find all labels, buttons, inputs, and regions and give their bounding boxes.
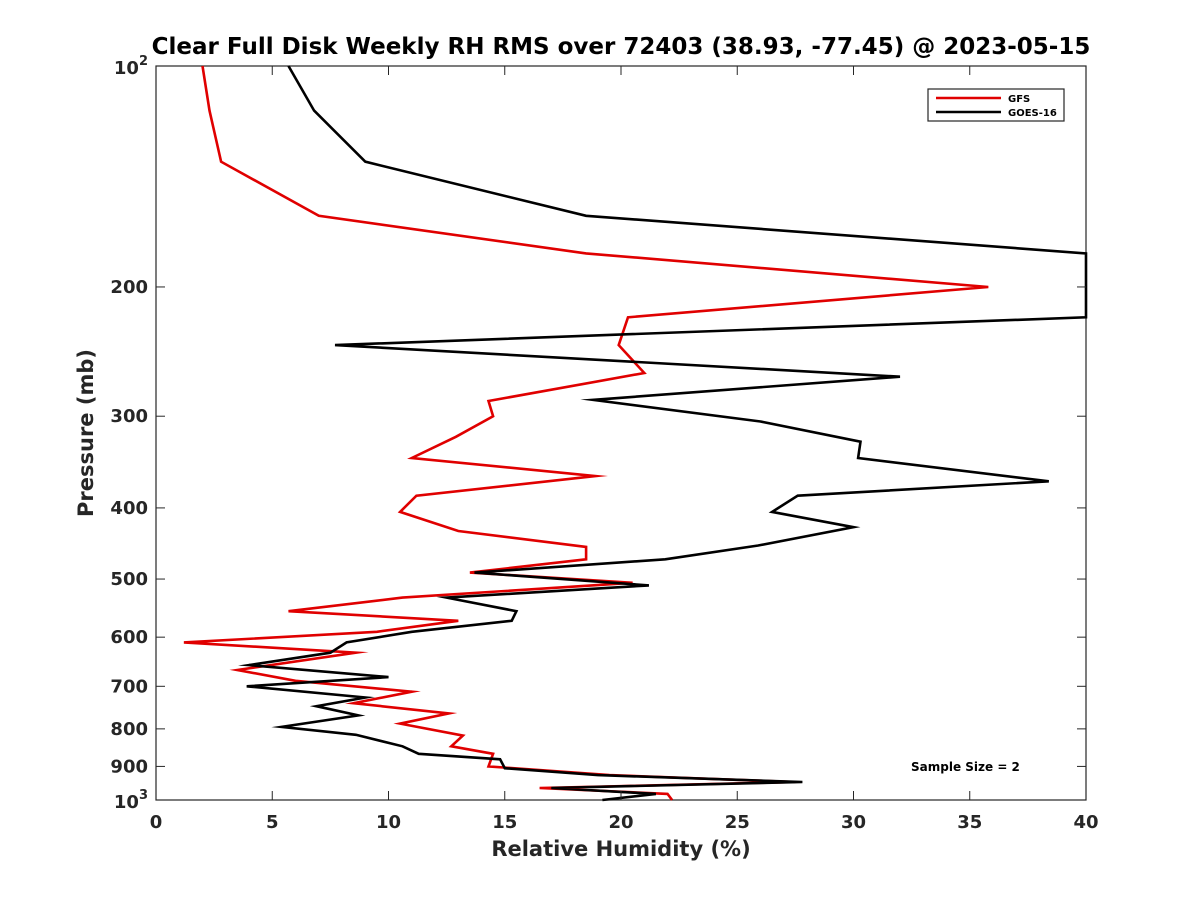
series-line-1 xyxy=(238,65,1088,802)
legend-box xyxy=(927,88,1065,122)
x-tick-label: 10 xyxy=(376,812,401,833)
x-tick-label: 15 xyxy=(492,812,517,833)
chart-title: Clear Full Disk Weekly RH RMS over 72403… xyxy=(152,34,1091,60)
x-tick-label: 0 xyxy=(150,812,163,833)
legend: GFS GOES-16 xyxy=(927,88,1065,122)
y-axis-label: Pressure (mb) xyxy=(74,349,98,517)
y-tick-label: 700 xyxy=(110,676,148,697)
x-tick-label: 25 xyxy=(725,812,750,833)
x-tick-label: 35 xyxy=(957,812,982,833)
y-tick-label: 500 xyxy=(110,569,148,590)
y-tick-label: 900 xyxy=(110,756,148,777)
y-tick-label: 300 xyxy=(110,406,148,427)
y-tick-label-power: 102 xyxy=(114,54,148,79)
y-tick-label-power: 103 xyxy=(114,788,148,813)
x-axis-label: Relative Humidity (%) xyxy=(491,837,750,861)
x-tick-label: 5 xyxy=(266,812,279,833)
y-tick-label: 800 xyxy=(110,719,148,740)
x-tick-label: 40 xyxy=(1073,812,1098,833)
legend-label-0: GFS xyxy=(1008,94,1030,105)
x-tick-label: 20 xyxy=(608,812,633,833)
sample-size-annotation: Sample Size = 2 xyxy=(911,760,1020,774)
y-tick-label: 600 xyxy=(110,627,148,648)
y-tick-label: 200 xyxy=(110,277,148,298)
y-axis-ticks: 200 300 400 500 600 700 800 900 102 103 xyxy=(110,54,1086,813)
x-axis-ticks: 0 5 10 15 20 25 30 35 40 xyxy=(150,66,1099,833)
series-line-0 xyxy=(183,65,989,801)
legend-label-1: GOES-16 xyxy=(1008,108,1057,119)
y-tick-label: 400 xyxy=(110,498,148,519)
series-layer xyxy=(183,65,1088,802)
x-tick-label: 30 xyxy=(841,812,866,833)
